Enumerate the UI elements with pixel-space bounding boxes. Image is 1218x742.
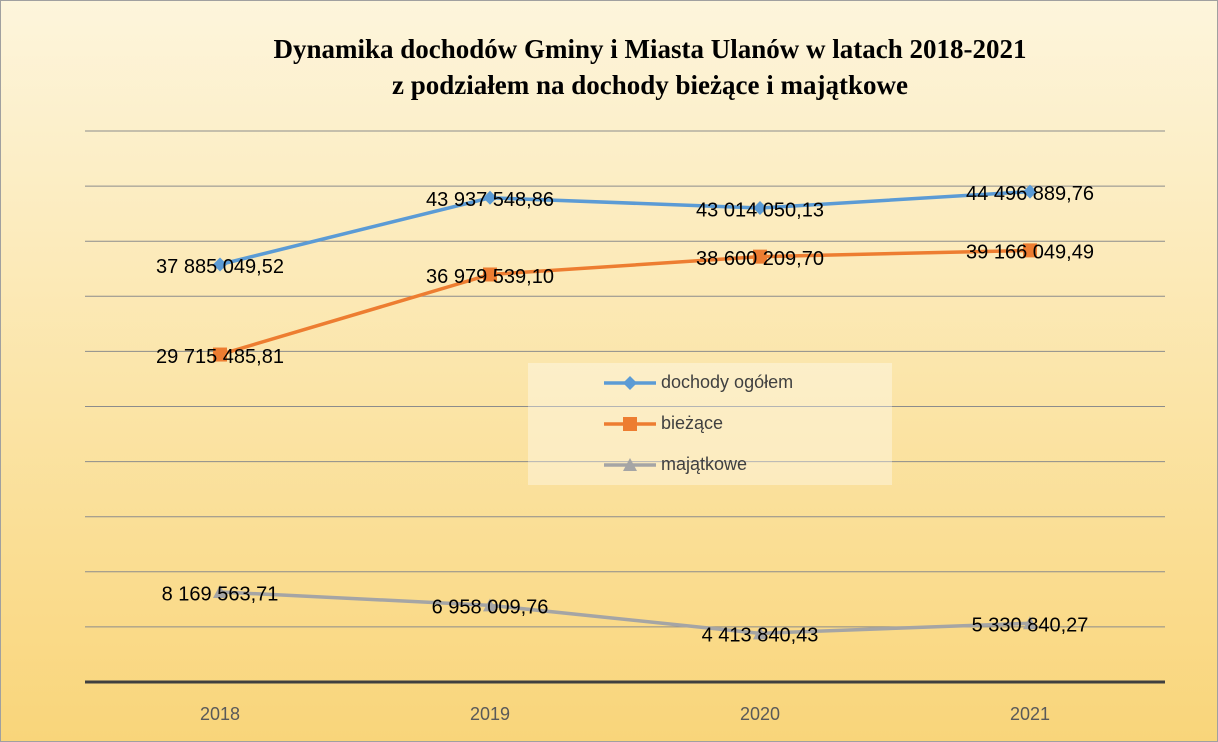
marker bbox=[753, 249, 767, 264]
legend-label: majątkowe bbox=[661, 454, 747, 474]
marker bbox=[213, 584, 227, 598]
marker bbox=[753, 626, 767, 640]
x-tick-label: 2019 bbox=[470, 704, 510, 724]
marker bbox=[1023, 616, 1037, 630]
data-label: 43 937 548,86 bbox=[426, 189, 554, 211]
marker bbox=[1023, 184, 1037, 199]
series-line bbox=[219, 189, 1031, 267]
series-line bbox=[219, 590, 1031, 636]
data-label: 5 330 840,27 bbox=[972, 615, 1089, 637]
series-line bbox=[219, 248, 1031, 357]
marker bbox=[1023, 243, 1037, 258]
data-label: 43 014 050,13 bbox=[696, 199, 824, 221]
marker bbox=[753, 200, 767, 215]
marker bbox=[213, 257, 227, 272]
legend-marker bbox=[623, 376, 637, 390]
chart-title: Dynamika dochodów Gminy i Miasta Ulanów … bbox=[273, 34, 1026, 64]
legend-marker bbox=[623, 417, 637, 431]
x-tick-label: 2021 bbox=[1010, 704, 1050, 724]
legend-label: bieżące bbox=[661, 413, 723, 433]
chart-subtitle: z podziałem na dochody bieżące i majątko… bbox=[392, 70, 908, 100]
data-label: 8 169 563,71 bbox=[162, 583, 279, 605]
x-tick-label: 2020 bbox=[740, 704, 780, 724]
x-tick-label: 2018 bbox=[200, 704, 240, 724]
legend-box bbox=[528, 363, 892, 485]
marker bbox=[483, 598, 497, 612]
legend-marker bbox=[623, 458, 637, 471]
data-label: 39 166 049,49 bbox=[966, 242, 1094, 264]
data-label: 36 979 539,10 bbox=[426, 266, 554, 288]
marker bbox=[213, 347, 227, 362]
data-label: 38 600 209,70 bbox=[696, 248, 824, 270]
data-label: 37 885 049,52 bbox=[156, 256, 284, 278]
marker bbox=[483, 267, 497, 282]
marker bbox=[483, 190, 497, 205]
data-label: 29 715 485,81 bbox=[156, 346, 284, 368]
data-label: 4 413 840,43 bbox=[702, 625, 819, 647]
data-label: 44 496 889,76 bbox=[966, 183, 1094, 205]
grid bbox=[85, 130, 1165, 684]
legend-label: dochody ogółem bbox=[661, 372, 793, 392]
data-label: 6 958 009,76 bbox=[432, 597, 549, 619]
